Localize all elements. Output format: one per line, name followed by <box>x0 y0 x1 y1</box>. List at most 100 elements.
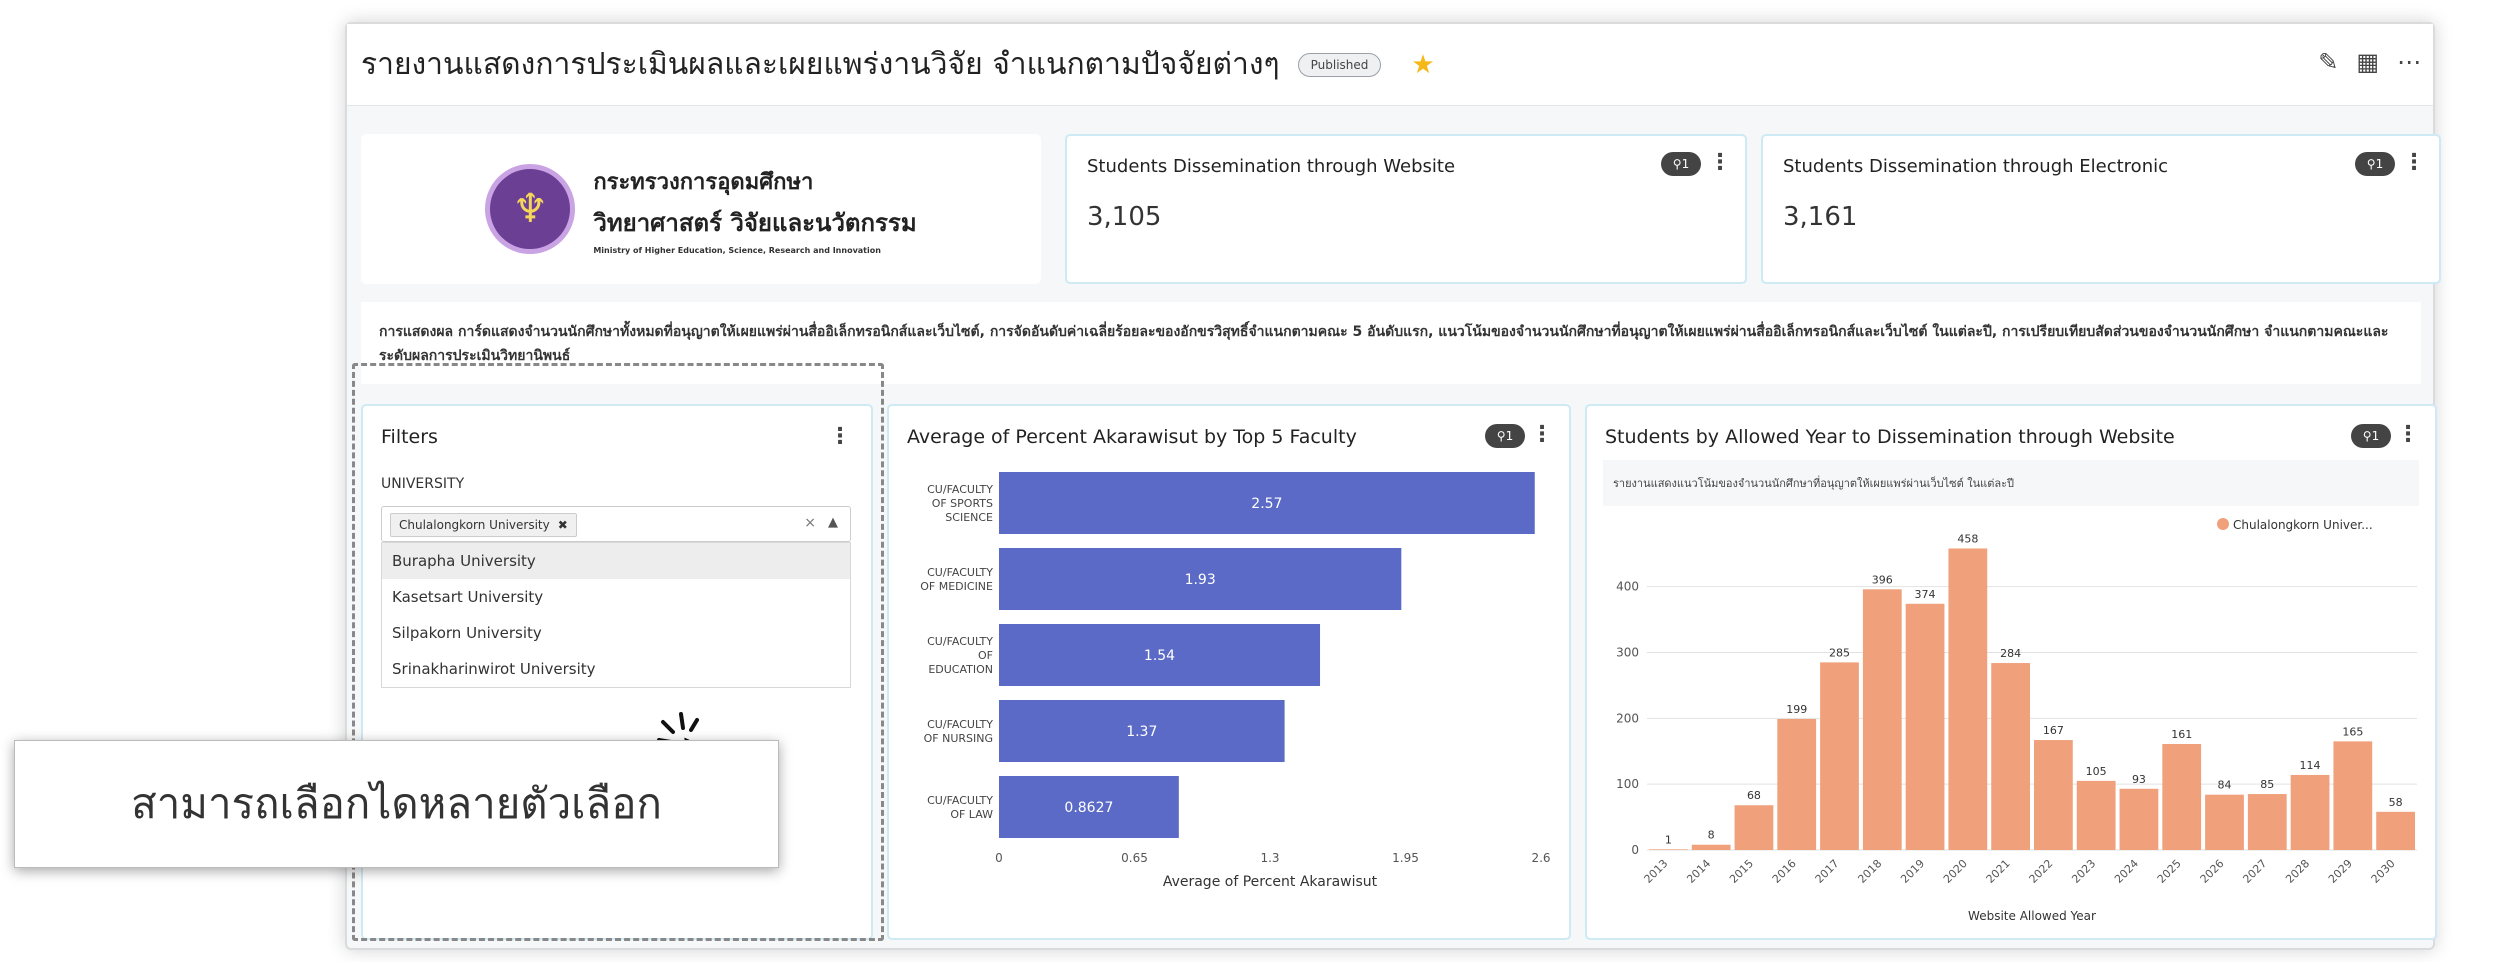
x-tick-label: 2029 <box>2326 857 2355 886</box>
x-tick-label: 2014 <box>1684 857 1713 886</box>
bar-value-label: 0.8627 <box>1064 800 1113 816</box>
x-tick-label: 2022 <box>2027 857 2056 886</box>
ministry-name-line2: วิทยาศาสตร์ วิจัยและนวัตกรรม <box>593 208 917 237</box>
x-axis-label: Average of Percent Akarawisut <box>1163 874 1378 890</box>
y-tick-label: 200 <box>1616 711 1639 725</box>
university-option[interactable]: Srinakharinwirot University <box>392 660 596 678</box>
legend-label: Chulalongkorn Univer... <box>2233 518 2373 532</box>
bar <box>1991 663 2030 850</box>
bar <box>999 700 1285 762</box>
ministry-name: กระทรวงการอุดมศึกษา วิทยาศาสตร์ วิจัยและ… <box>593 164 916 255</box>
category-tick-label: OF LAW <box>950 808 993 821</box>
university-filter-label: UNIVERSITY <box>381 476 465 492</box>
header-actions: ✎ ▦ ⋯ <box>2318 48 2421 76</box>
chart-menu-icon[interactable]: ⋮ <box>1531 422 1553 447</box>
x-axis-label: Website Allowed Year <box>1968 909 2096 923</box>
filter-count: 1 <box>2371 429 2380 443</box>
x-tick-label: 2028 <box>2283 857 2312 886</box>
filter-count: 1 <box>2375 157 2384 171</box>
x-tick-label: 1.3 <box>1260 851 1279 865</box>
kpi-title: Students Dissemination through Electroni… <box>1783 156 2168 177</box>
y-tick-label: 400 <box>1616 580 1639 594</box>
x-tick-label: 2013 <box>1642 857 1671 886</box>
kpi-value: 3,105 <box>1087 202 1162 232</box>
bar-value-label: 68 <box>1747 789 1761 802</box>
filters-menu-icon[interactable]: ⋮ <box>829 424 851 449</box>
category-tick-label: CU/FACULTY <box>927 635 993 648</box>
bar-value-label: 1.37 <box>1126 724 1157 740</box>
chip-remove-icon[interactable]: ✖ <box>557 518 568 532</box>
category-tick-label: OF NURSING <box>924 732 993 745</box>
more-icon[interactable]: ⋯ <box>2397 48 2421 76</box>
x-tick-label: 2.6 <box>1531 851 1550 865</box>
x-tick-label: 2021 <box>1984 857 2013 886</box>
kpi-menu-icon[interactable]: ⋮ <box>2403 150 2425 175</box>
bar-value-label: 2.57 <box>1251 496 1282 512</box>
dashboard-header: รายงานแสดงการประเมินผลและเผยแพร่งานวิจัย… <box>347 24 2433 106</box>
x-tick-label: 0 <box>995 851 1003 865</box>
filter-badge[interactable]: ⚲ 1 <box>2355 152 2395 176</box>
x-tick-label: 2025 <box>2155 857 2184 886</box>
filter-badge[interactable]: ⚲ 1 <box>1485 424 1525 448</box>
year-chart-panel: Students by Allowed Year to Disseminatio… <box>1585 404 2437 940</box>
bar-value-label: 93 <box>2132 773 2146 786</box>
kpi-title: Students Dissemination through Website <box>1087 156 1456 177</box>
annotation-caption: สามารถเลือกไดหลายตัวเลือก <box>14 740 779 868</box>
category-tick-label: CU/FACULTY <box>927 794 993 807</box>
bar-value-label: 374 <box>1915 588 1936 601</box>
filter-highlight-outline <box>352 363 884 941</box>
clear-selection-icon[interactable]: × <box>804 515 816 531</box>
selected-university-chip: Chulalongkorn University ✖ <box>390 513 577 537</box>
university-option[interactable]: Kasetsart University <box>392 588 544 606</box>
university-option[interactable]: Burapha University <box>382 543 850 579</box>
calendar-icon[interactable]: ▦ <box>2356 48 2379 76</box>
x-tick-label: 2026 <box>2198 857 2227 886</box>
bar <box>999 776 1179 838</box>
bar <box>2034 740 2073 850</box>
x-tick-label: 2024 <box>2112 857 2141 886</box>
dashboard-description: การแสดงผล การ์ดแสดงจำนวนนักศึกษาทั้งหมดท… <box>361 302 2421 384</box>
bar-value-label: 114 <box>2300 759 2321 772</box>
bar <box>1948 548 1988 850</box>
category-tick-label: OF <box>978 649 993 662</box>
bar <box>2333 741 2373 850</box>
bar-value-label: 105 <box>2086 765 2107 778</box>
university-select[interactable]: Chulalongkorn University ✖ × ▲ <box>381 506 851 542</box>
bar-value-label: 161 <box>2171 728 2192 741</box>
faculty-chart-panel: Average of Percent Akarawisut by Top 5 F… <box>887 404 1571 940</box>
category-tick-label: CU/FACULTY <box>927 718 993 731</box>
y-tick-label: 300 <box>1616 646 1639 660</box>
x-tick-label: 2023 <box>2069 857 2098 886</box>
bar-value-label: 1.93 <box>1185 572 1216 588</box>
edit-icon[interactable]: ✎ <box>2318 48 2339 76</box>
chart-menu-icon[interactable]: ⋮ <box>2397 422 2419 447</box>
bar <box>1691 844 1731 850</box>
filter-badge[interactable]: ⚲ 1 <box>2351 424 2391 448</box>
legend-marker <box>2217 518 2229 530</box>
filter-badge[interactable]: ⚲ 1 <box>1661 152 1701 176</box>
bar <box>2376 811 2415 850</box>
ministry-name-english: Ministry of Higher Education, Science, R… <box>593 245 881 255</box>
x-tick-label: 0.65 <box>1121 851 1148 865</box>
kpi-card-electronic: Students Dissemination through Electroni… <box>1761 134 2441 284</box>
x-tick-label: 2027 <box>2240 857 2269 886</box>
favorite-star-icon[interactable]: ★ <box>1411 49 1435 80</box>
university-options: Burapha University Kasetsart University … <box>381 542 851 688</box>
bar <box>999 548 1402 610</box>
bar <box>1649 849 1688 850</box>
chevron-up-icon[interactable]: ▲ <box>828 515 838 530</box>
filter-count: 1 <box>1681 157 1690 171</box>
bar <box>2205 794 2244 850</box>
university-option[interactable]: Silpakorn University <box>392 624 542 642</box>
bar <box>2162 744 2202 850</box>
category-tick-label: OF SPORTS <box>932 497 993 510</box>
dashboard-title: รายงานแสดงการประเมินผลและเผยแพร่งานวิจัย… <box>361 47 1280 82</box>
bar <box>2119 788 2159 850</box>
y-tick-label: 100 <box>1616 777 1639 791</box>
bar <box>1862 589 1902 850</box>
filters-title: Filters <box>381 426 438 448</box>
x-tick-label: 2017 <box>1813 857 1842 886</box>
bar <box>2247 794 2287 850</box>
bar <box>2076 780 2116 850</box>
kpi-menu-icon[interactable]: ⋮ <box>1709 150 1731 175</box>
